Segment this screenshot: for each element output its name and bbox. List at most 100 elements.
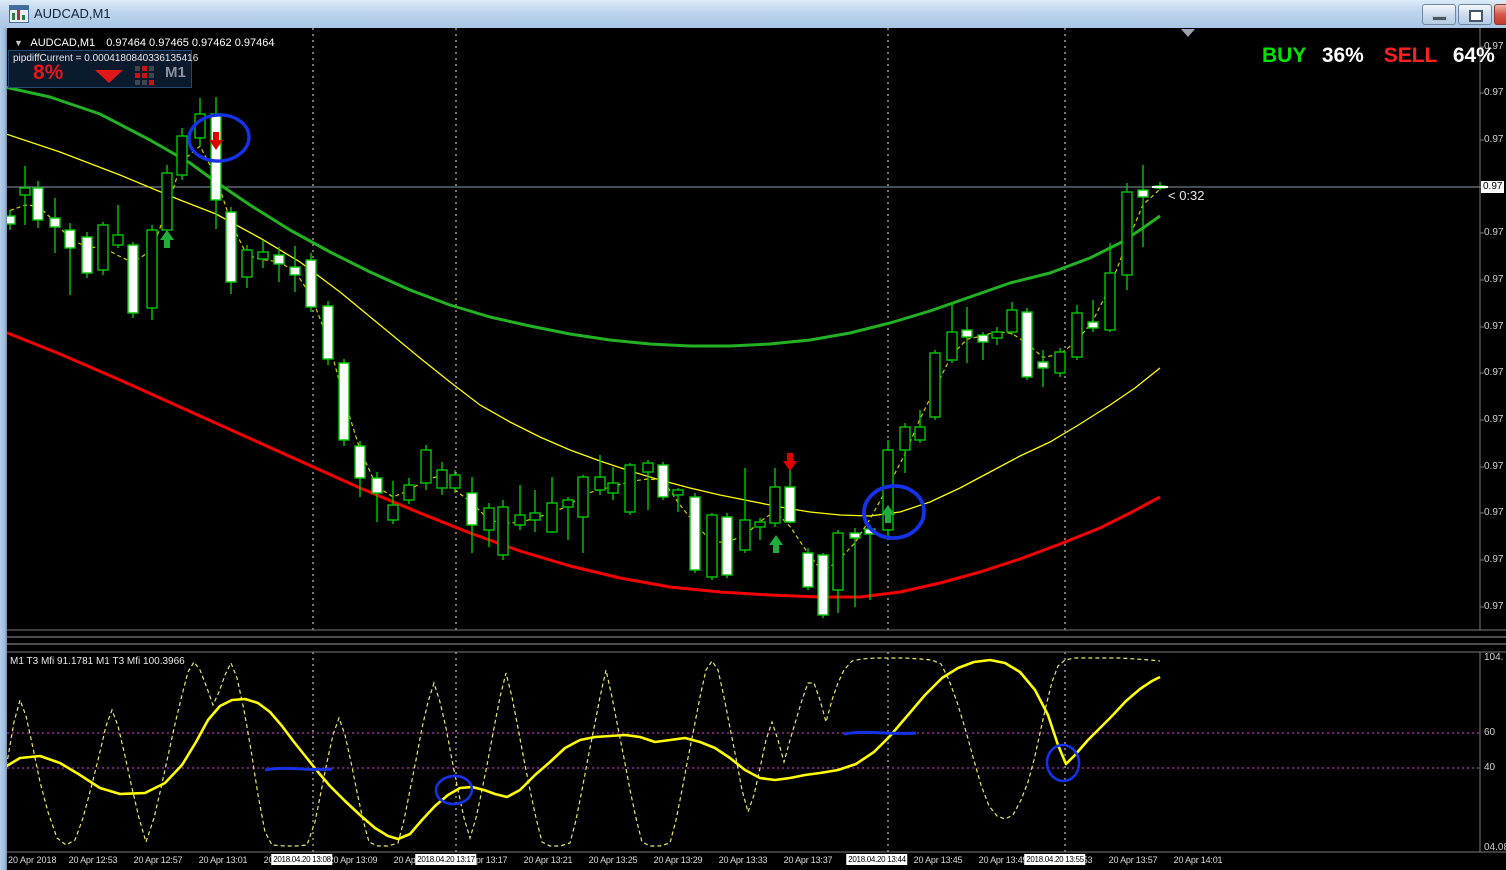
annotation-stroke	[843, 730, 917, 736]
price-tick-label: 0.97	[1484, 87, 1504, 98]
candle-body	[769, 486, 781, 524]
buy-sell-gauge: BUY 36% SELL 64%	[1262, 44, 1495, 68]
symbol-label: AUDCAD,M1	[30, 37, 96, 49]
time-tick-label: 20 Apr 14:01	[1173, 855, 1223, 865]
candle-body	[784, 486, 796, 523]
candle-body	[562, 499, 574, 508]
candle-body	[754, 521, 766, 528]
candle-body	[1037, 361, 1049, 369]
candle-body	[1021, 311, 1033, 378]
price-tick-label: 0.97	[1484, 134, 1504, 145]
indicator-tick-label: 40	[1484, 762, 1496, 773]
time-highlight-label: 2018.04.20 13:08	[271, 854, 333, 865]
candle-body	[1054, 351, 1066, 374]
candle-body	[241, 249, 253, 278]
candle-body	[1104, 272, 1116, 331]
candle-body	[161, 172, 173, 231]
time-tick-label: 20 Apr 13:21	[523, 855, 573, 865]
time-tick-label: 20 Apr 13:17	[458, 855, 508, 865]
chart-canvas[interactable]: ▼ AUDCAD,M1 0.97464 0.97465 0.97462 0.97…	[0, 28, 1506, 870]
signal-percent: 8%	[33, 61, 64, 84]
candle-body	[403, 484, 415, 501]
candle-body	[338, 362, 350, 441]
candle-body	[127, 244, 139, 314]
price-tick-label: 0.97	[1484, 274, 1504, 285]
candle-body	[97, 224, 109, 271]
candle-body	[112, 234, 124, 246]
price-tick-label: 0.97	[1484, 554, 1504, 565]
candle-body	[49, 217, 61, 228]
candle-body	[977, 334, 989, 343]
candle-body	[946, 331, 958, 361]
candle-body	[354, 445, 366, 479]
price-tick-label: 0.97	[1484, 461, 1504, 472]
ma-yellow-line	[0, 131, 1161, 517]
close-button[interactable]	[1494, 4, 1506, 25]
candle-body	[739, 519, 751, 551]
candle-body	[929, 352, 941, 418]
candle-body	[721, 516, 733, 576]
time-axis[interactable]: 20 Apr 2018 20 Apr 12:53 20 Apr 12:57 20 Ap…	[0, 853, 1506, 870]
time-tick-label: 20 Apr 13:09	[328, 855, 378, 865]
collapse-icon[interactable]: ▼	[14, 38, 23, 48]
candle-body	[273, 254, 285, 265]
price-tick-label: 0.97	[1484, 321, 1504, 332]
minimize-button[interactable]	[1422, 4, 1456, 25]
candle-body	[706, 514, 718, 578]
price-tick-label: 0.97	[1484, 414, 1504, 425]
price-tick-label: 0.97	[1484, 227, 1504, 238]
annotation-circle	[434, 774, 474, 806]
candle-body	[497, 506, 509, 556]
candle-body	[689, 496, 701, 571]
price-tick-label: 0.97	[1484, 41, 1504, 52]
title-bar[interactable]: AUDCAD,M1	[0, 0, 1506, 29]
ohlc-values: 0.97464 0.97465 0.97462 0.97464	[106, 37, 275, 49]
current-price-label: 0.97	[1481, 181, 1505, 193]
ma-red-line	[0, 328, 1161, 599]
candle-body	[371, 477, 383, 494]
candle-body	[849, 532, 861, 539]
candle-body	[594, 476, 606, 491]
oscillator-main-line	[0, 658, 1161, 841]
candle-body	[387, 504, 399, 521]
time-tick-label: 20 Apr 13:45	[913, 855, 963, 865]
time-tick-label: 20 Apr 13:37	[783, 855, 833, 865]
candle-body	[64, 229, 76, 249]
candle-body	[146, 229, 158, 309]
annotation-circle	[862, 484, 926, 540]
candle-body	[305, 259, 317, 308]
indicator-header: M1 T3 Mfi 91.1781 M1 T3 Mfi 100.3966	[10, 656, 185, 667]
candle-body	[546, 502, 558, 533]
time-highlight-label: 2018.04.20 13:55	[1024, 854, 1086, 865]
candle-body	[322, 305, 334, 360]
candle-body	[225, 211, 237, 283]
candle-body	[81, 236, 93, 274]
restore-button[interactable]	[1458, 4, 1492, 25]
price-tick-label: 0.97	[1484, 601, 1504, 612]
minimize-icon	[1432, 16, 1447, 21]
candle-body	[914, 426, 926, 441]
time-date-label: 20 Apr 2018	[8, 855, 57, 865]
candle-body	[19, 187, 31, 196]
time-tick-label: 20 Apr 13:29	[653, 855, 703, 865]
candle-body	[657, 464, 669, 498]
window-frame	[0, 28, 7, 870]
sell-label: SELL	[1383, 44, 1437, 67]
time-tick-label: 20 Apr 13:33	[718, 855, 768, 865]
indicator-tick-label: 60	[1484, 727, 1496, 738]
candle-body	[991, 331, 1003, 339]
ma-green-line	[0, 84, 1161, 348]
signal-grid-icon	[135, 66, 155, 86]
candle-body	[577, 476, 589, 518]
candle-body	[607, 482, 619, 494]
candle-body	[449, 474, 461, 489]
sell-arrow-icon	[209, 132, 223, 150]
candle-body	[802, 552, 814, 588]
candle-body	[210, 113, 222, 201]
annotation-circle	[1045, 743, 1081, 783]
candle-body	[642, 462, 654, 473]
annotation-circle	[187, 113, 251, 163]
restore-icon	[1469, 10, 1483, 22]
time-tick-label: 20 Apr 13:01	[198, 855, 248, 865]
candle-body	[257, 251, 269, 260]
